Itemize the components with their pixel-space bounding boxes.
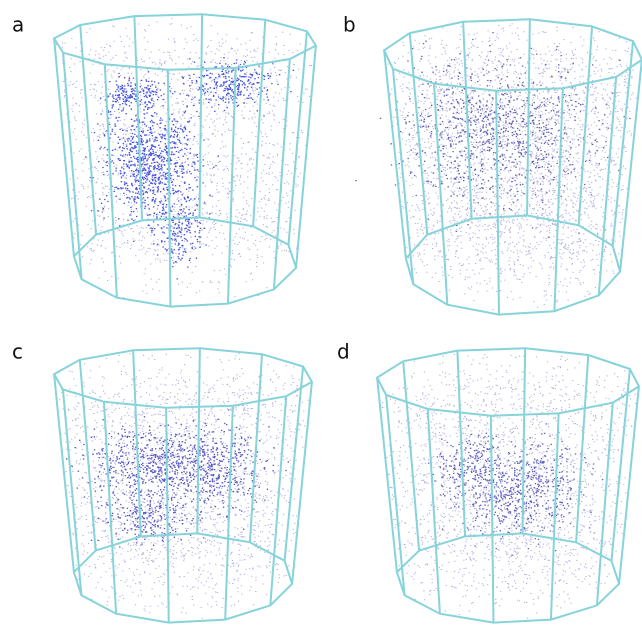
- prism-edge: [495, 90, 500, 315]
- points: [387, 23, 642, 311]
- prism-edge: [224, 405, 234, 620]
- panel-label: b: [343, 13, 356, 37]
- panel: [375, 347, 641, 624]
- prism-edge: [553, 88, 564, 312]
- prism-edge: [53, 38, 75, 257]
- panel-label: a: [12, 13, 24, 37]
- prism-edge: [166, 69, 172, 307]
- panel-label: c: [12, 340, 23, 364]
- prism-bottom: [72, 216, 298, 308]
- prism-edge: [226, 67, 237, 304]
- prism-top: [382, 18, 642, 92]
- points-dense: [428, 423, 604, 556]
- prism-edge: [577, 26, 594, 226]
- prism-edge: [291, 381, 313, 584]
- prism-edge: [53, 374, 75, 573]
- prism-bottom: [72, 532, 294, 624]
- prism-edge: [79, 24, 98, 235]
- prism-edge: [272, 58, 291, 290]
- prism-edge: [287, 31, 308, 245]
- prism-top: [375, 347, 641, 417]
- prism-edge: [610, 368, 631, 561]
- points: [55, 17, 312, 299]
- prism-edge: [102, 401, 118, 614]
- prism-edge: [165, 407, 170, 623]
- panel: [52, 13, 318, 308]
- panel-label: d: [337, 340, 350, 364]
- prism-top: [52, 347, 314, 409]
- prism-edge: [283, 366, 305, 561]
- prism-edge: [549, 413, 560, 620]
- points: [59, 353, 310, 619]
- prism-edge: [133, 16, 144, 221]
- prism-bottom: [395, 532, 621, 624]
- prism-edge: [462, 21, 473, 219]
- prism-edge: [62, 52, 83, 280]
- prism-edge: [252, 19, 267, 227]
- prism-edge: [526, 19, 531, 216]
- prism-edge: [408, 33, 429, 235]
- prism-edge: [269, 396, 288, 606]
- panel: [52, 347, 314, 624]
- prism-edge: [196, 348, 201, 534]
- prism-edge: [432, 83, 449, 305]
- prism-edge: [383, 50, 407, 259]
- prism-edge: [595, 402, 614, 606]
- prism-edge: [248, 354, 264, 543]
- prism-edge: [611, 41, 635, 246]
- prism-edge: [376, 377, 398, 573]
- prism-edge: [597, 76, 618, 296]
- prism-edge: [489, 415, 495, 623]
- prism-edge: [619, 59, 642, 272]
- panel: [355, 18, 642, 316]
- prism-edge: [575, 354, 590, 543]
- prism-edge: [78, 359, 97, 551]
- prism-edge: [456, 350, 467, 537]
- prism-edge: [103, 64, 118, 298]
- prism-edge: [385, 394, 406, 596]
- points-dense: [66, 409, 289, 550]
- prism-top: [52, 13, 318, 71]
- prism-edge: [521, 348, 527, 534]
- prism-edge: [402, 361, 421, 551]
- prism-edge: [132, 350, 142, 537]
- prism-edge: [618, 386, 640, 584]
- prism-edge: [61, 389, 83, 596]
- prism-edge: [295, 45, 317, 268]
- prism-edge: [426, 408, 441, 614]
- prism-edge: [198, 14, 204, 218]
- prism-edge: [391, 68, 415, 285]
